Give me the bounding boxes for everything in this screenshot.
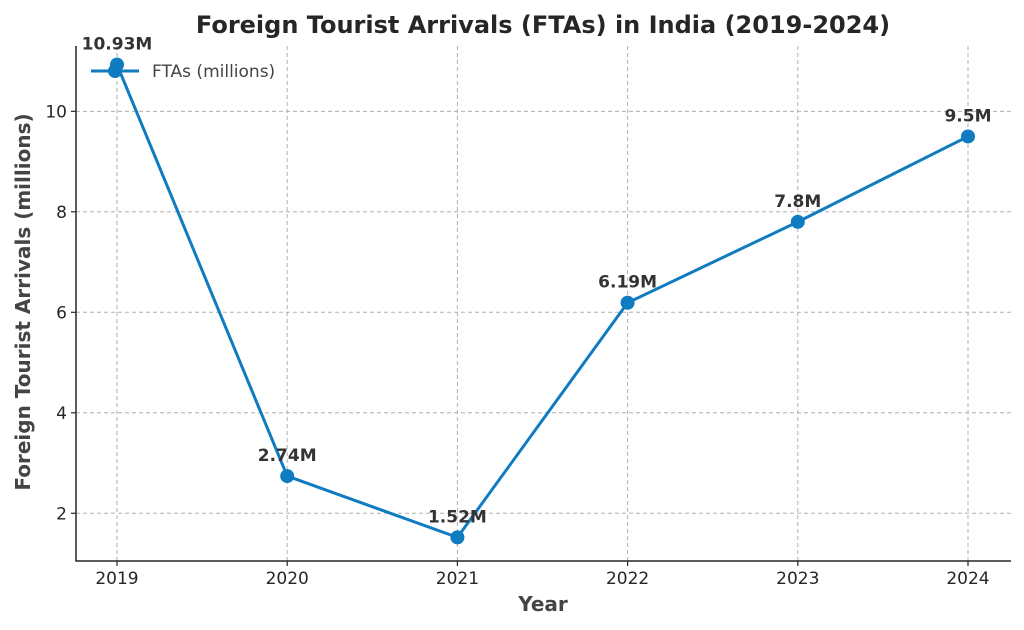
data-label: 10.93M: [82, 35, 153, 55]
y-tick-label: 4: [56, 404, 67, 424]
y-tick-label: 6: [56, 303, 67, 323]
chart-title: Foreign Tourist Arrivals (FTAs) in India…: [196, 11, 890, 39]
x-tick-label: 2023: [776, 569, 819, 589]
data-point: [280, 469, 295, 484]
y-tick-label: 2: [56, 504, 67, 524]
x-tick-label: 2021: [436, 569, 479, 589]
data-point: [620, 295, 635, 310]
x-tick-label: 2020: [266, 569, 309, 589]
axis-spines: [75, 46, 1011, 562]
data-label: 1.52M: [428, 507, 487, 527]
data-point: [450, 530, 465, 545]
series-line-ftas: [115, 64, 969, 539]
data-label: 7.8M: [774, 192, 821, 212]
x-tick-label: 2024: [946, 569, 989, 589]
y-tick-label: 10: [45, 102, 67, 122]
y-axis-label: Foreign Tourist Arrivals (millions): [11, 113, 35, 490]
series-layer: [110, 57, 975, 545]
x-tick-label: 2019: [95, 569, 138, 589]
data-label: 9.5M: [944, 106, 991, 126]
x-axis-label: Year: [517, 592, 568, 616]
data-point: [961, 129, 975, 144]
axes-layer: 2019 2020 2021 2022 2023 2024 2 4 6 8 10: [45, 46, 1011, 589]
legend: FTAs (millions): [91, 62, 275, 82]
data-labels-layer: 10.93M 2.74M 1.52M 6.19M 7.8M 9.5M: [82, 35, 992, 528]
legend-entry-ftas: FTAs (millions): [152, 62, 275, 82]
legend-marker-swatch: [108, 64, 122, 78]
y-tick-label: 8: [56, 203, 67, 223]
x-tick-label: 2022: [606, 569, 649, 589]
data-label: 6.19M: [598, 273, 657, 293]
data-point: [790, 214, 805, 229]
data-label: 2.74M: [258, 446, 317, 466]
